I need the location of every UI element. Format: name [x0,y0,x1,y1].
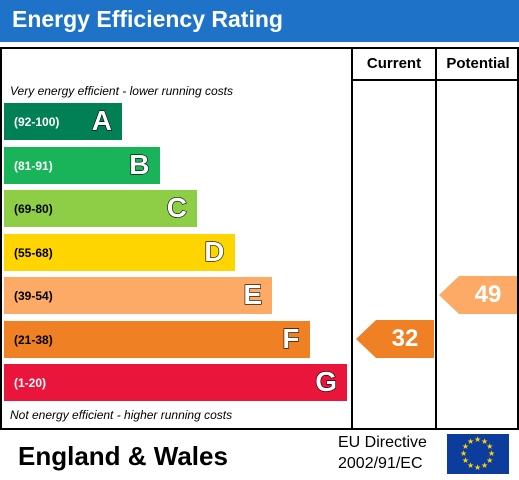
flag-star-icon: ★ [486,442,494,451]
potential-arrow [439,276,517,314]
band-range-g: (1-20) [14,376,47,390]
band-c: (69-80) C [4,190,197,227]
flag-star-icon: ★ [486,456,494,465]
region-label: England & Wales [18,441,228,471]
band-letter-f: F [282,322,300,354]
band-range-d: (55-68) [14,245,53,260]
band-letter-c: C [166,191,187,223]
flag-star-icon: ★ [474,435,482,444]
band-range-b: (81-91) [14,158,53,173]
flag-star-icon: ★ [460,449,468,458]
flag-star-icon: ★ [461,456,470,465]
current-value: 32 [391,324,419,352]
band-range-e: (39-54) [14,289,53,303]
title-bar: Energy Efficiency Rating [0,0,519,42]
band-letter-g: G [315,365,338,397]
flag-star-icon: ★ [467,436,475,446]
flag-star-icon: ★ [481,436,489,446]
band-range-f: (21-38) [14,332,53,347]
current-arrow-shape [356,319,434,358]
band-range-a: (92-100) [14,115,60,129]
divider-potential [435,49,437,428]
rating-grid: Current Potential Very energy efficient … [0,47,519,430]
band-letter-d: D [204,235,225,267]
band-letter-b: B [129,148,150,180]
band-b: (81-91) B [4,146,160,184]
flag-star-icon: ★ [474,463,482,472]
column-potential: Potential [446,55,510,72]
chart-title: Energy Efficiency Rating [12,6,283,32]
eu-flag-icon: ★ ★ ★ ★ ★ ★ ★ ★ ★ ★ ★ ★ [447,434,509,474]
flag-star-icon: ★ [481,461,489,471]
band-a: (92-100) A [4,103,122,140]
flag-star-icon: ★ [488,449,496,458]
current-arrow [356,319,434,358]
divider-current [351,49,353,428]
potential-arrow-shape [439,276,517,314]
potential-value: 49 [474,281,502,308]
directive-line-2: 2002/91/EC [338,455,423,472]
band-e: (39-54) E [4,277,272,314]
flag-star-icon: ★ [461,442,470,451]
band-d: (55-68) D [4,233,235,271]
note-top: Very energy efficient - lower running co… [10,84,233,98]
directive-line-1: EU Directive [338,434,427,451]
column-current: Current [366,55,422,72]
band-f: (21-38) F [4,320,310,358]
band-letter-a: A [91,104,112,136]
note-bottom: Not energy efficient - higher running co… [10,408,233,422]
header-divider [353,79,519,81]
flag-star-icon: ★ [467,461,475,471]
band-g: (1-20) G [4,364,347,401]
band-letter-e: E [243,278,263,310]
band-range-c: (69-80) [14,202,53,216]
